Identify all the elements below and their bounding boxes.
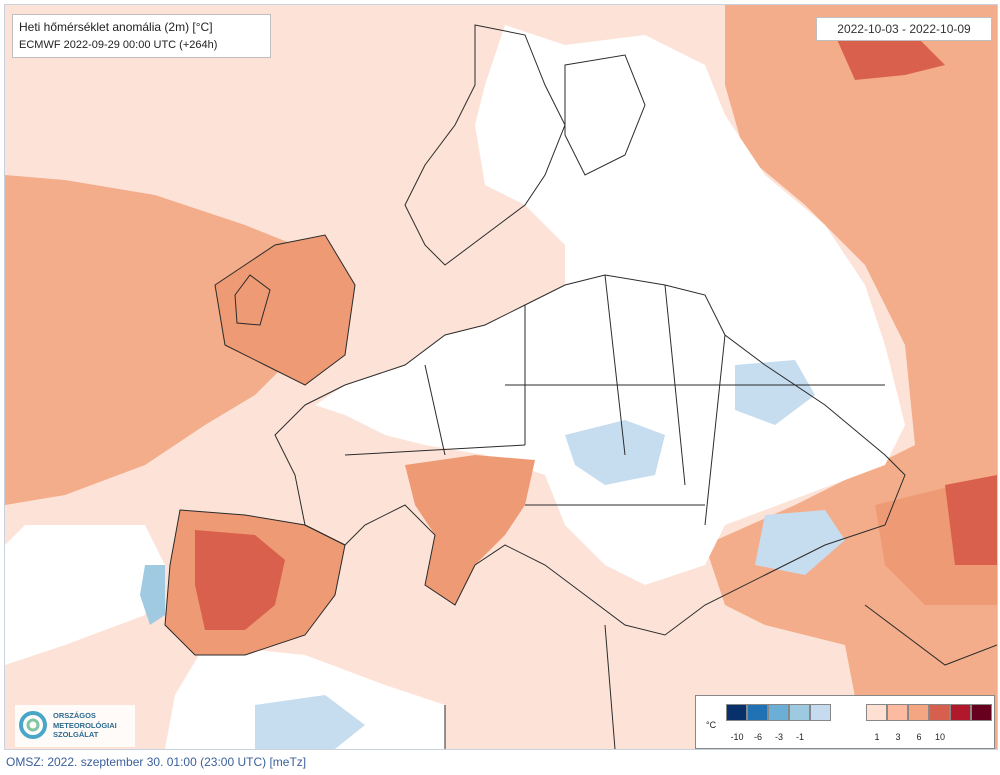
- legend-tick-label: -10: [730, 732, 744, 742]
- logo-line-3: SZOLGÁLAT: [53, 730, 99, 739]
- legend-swatch: [726, 704, 747, 721]
- legend-tick-label: -6: [753, 732, 762, 742]
- legend-swatch: [887, 704, 908, 721]
- map-frame: Heti hőmérséklet anomália (2m) [°C] ECMW…: [4, 4, 998, 750]
- legend-swatch: [950, 704, 971, 721]
- footer-credit: OMSZ: 2022. szeptember 30. 01:00 (23:00 …: [6, 755, 307, 769]
- legend-unit: °C: [706, 720, 717, 730]
- iberia-hot-zone: [195, 530, 285, 630]
- logo-line-2: METEOROLÓGIAI: [53, 720, 117, 730]
- legend-swatch: [866, 704, 887, 721]
- model-run-label: ECMWF 2022-09-29 00:00 UTC (+264h): [19, 39, 218, 51]
- cold-zone-2: [735, 360, 815, 425]
- legend-swatch: [929, 704, 950, 721]
- atlantic-warm-zone: [5, 175, 305, 505]
- legend-swatch: [747, 704, 768, 721]
- logo-line-1: ORSZÁGOS: [53, 711, 96, 720]
- date-range-box: 2022-10-03 - 2022-10-09: [816, 17, 992, 41]
- legend-swatch: [908, 704, 929, 721]
- legend-swatch: [810, 704, 831, 721]
- color-legend: °C -10 -6 -3 -1 1 3 6 10: [695, 695, 995, 749]
- legend-tick-label: -1: [795, 732, 804, 742]
- anomaly-map: [5, 5, 997, 749]
- cold-zone-3: [755, 510, 845, 575]
- map-title: Heti hőmérséklet anomália (2m) [°C]: [19, 20, 213, 34]
- logo-swirl-icon: [19, 711, 47, 739]
- cold-zone-1: [565, 420, 665, 485]
- legend-tick-label: 3: [895, 732, 901, 742]
- legend-tick-label: -3: [774, 732, 783, 742]
- legend-tick-label: 1: [874, 732, 880, 742]
- omsz-logo: ORSZÁGOS METEOROLÓGIAI SZOLGÁLAT: [15, 705, 135, 747]
- legend-swatch: [971, 704, 992, 721]
- neutral-zone: [315, 25, 905, 585]
- legend-swatch: [768, 704, 789, 721]
- legend-tick-label: 10: [934, 732, 945, 742]
- legend-swatch: [789, 704, 810, 721]
- legend-tick-label: 6: [916, 732, 922, 742]
- map-title-box: Heti hőmérséklet anomália (2m) [°C] ECMW…: [12, 14, 271, 58]
